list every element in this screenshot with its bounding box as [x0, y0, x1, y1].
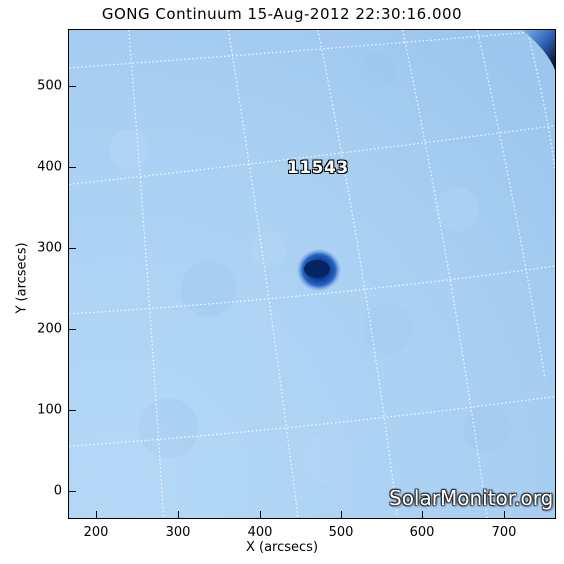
granulation-texture — [108, 51, 512, 485]
x-tick-mark — [504, 511, 505, 519]
sunspot — [297, 249, 341, 291]
y-tick-mark — [68, 491, 76, 492]
solar-disk-view — [69, 30, 555, 518]
x-tick-mark — [178, 511, 179, 519]
y-tick-mark — [68, 167, 76, 168]
x-tick-label: 400 — [247, 525, 273, 540]
y-tick-label: 200 — [37, 321, 62, 337]
x-tick-label: 500 — [328, 525, 354, 540]
x-tick-label: 600 — [409, 525, 435, 540]
solar-image: 11543 SolarMonitor.org — [68, 29, 556, 519]
watermark-text: SolarMonitor.org — [389, 486, 554, 510]
heliographic-grid — [69, 30, 555, 518]
x-axis-label: X (arcsecs) — [245, 540, 319, 555]
y-tick-mark — [68, 248, 76, 249]
x-tick-label: 200 — [83, 525, 109, 540]
x-tick-label: 700 — [491, 525, 517, 540]
x-tick-mark — [260, 511, 261, 519]
image-title: GONG Continuum 15-Aug-2012 22:30:16.000 — [101, 5, 463, 23]
y-tick-label: 300 — [37, 240, 62, 256]
y-tick-mark — [68, 410, 76, 411]
x-tick-mark — [96, 511, 97, 519]
solar-limb — [522, 30, 555, 70]
y-tick-mark — [68, 86, 76, 87]
active-region-label: 11543 — [287, 158, 349, 178]
y-tick-label: 400 — [37, 159, 62, 175]
x-tick-label: 300 — [165, 525, 191, 540]
x-tick-mark — [341, 511, 342, 519]
y-tick-mark — [68, 329, 76, 330]
y-tick-label: 0 — [53, 483, 62, 499]
y-tick-label: 500 — [37, 78, 62, 94]
x-tick-mark — [422, 511, 423, 519]
y-axis-label: Y (arcsecs) — [14, 242, 30, 314]
y-tick-label: 100 — [37, 402, 62, 418]
